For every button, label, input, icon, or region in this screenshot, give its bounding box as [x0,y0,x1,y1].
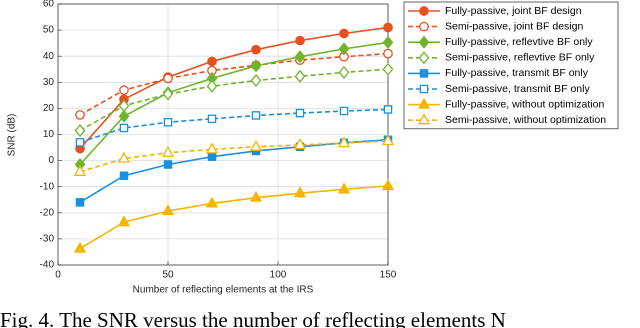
marker [382,35,394,49]
marker [117,151,131,163]
marker [417,97,431,109]
marker [119,123,129,133]
marker [337,182,351,194]
marker [207,114,217,124]
marker [73,241,87,253]
marker [162,87,174,101]
x-tick-label: 150 [380,270,397,281]
legend-box [403,1,619,130]
marker [74,124,86,138]
marker [381,134,395,146]
marker [419,69,429,78]
x-tick-label: 50 [162,270,174,281]
marker [163,73,173,84]
marker [249,139,263,151]
marker [161,145,175,157]
legend-label: Fully-passive, reflevtive BF only [445,36,593,48]
marker [75,138,85,147]
series-line [79,41,389,166]
marker [75,110,85,120]
marker [295,35,305,46]
caption: Fig. 4. The SNR versus the number of ref… [0,308,506,328]
marker [251,44,261,55]
series-line [79,140,389,173]
series-line [79,108,389,144]
marker [163,160,173,169]
y-tick-label: 30 [43,77,55,88]
legend-label: Semi-passive, transmit BF only [445,83,590,95]
marker [119,171,129,180]
marker [118,99,130,113]
y-tick-label: -10 [40,181,55,192]
series-line [79,185,389,250]
legend-label: Fully-passive, without optimization [445,98,604,110]
marker [419,84,429,94]
marker [118,109,130,123]
y-tick-label: -20 [40,207,55,218]
series-line [79,68,389,132]
marker [119,85,129,95]
marker [207,56,217,67]
marker [339,28,349,39]
marker [293,138,307,150]
legend-label: Semi-passive, without optimization [445,114,606,126]
marker [417,113,431,125]
marker [337,136,351,148]
marker [338,42,350,56]
marker [294,69,306,83]
marker [418,51,430,65]
marker [75,198,85,207]
marker [293,186,307,198]
y-tick-label: 10 [43,129,55,140]
marker [205,196,219,208]
series-line [79,26,389,150]
legend: Fully-passive, joint BF design Semi-passi… [403,1,619,130]
marker [117,215,131,227]
y-tick-label: 50 [43,25,55,36]
marker [383,48,393,59]
x-tick-label: 100 [270,270,287,281]
marker [294,50,306,64]
y-tick-label: -30 [40,234,55,245]
marker [381,179,395,191]
marker [383,22,393,33]
legend-label: Semi-passive, joint BF design [445,20,583,32]
legend-label: Semi-passive, reflevtive BF only [445,52,595,64]
marker [382,62,394,76]
marker [161,204,175,216]
marker [418,35,430,49]
marker [207,152,217,161]
marker [163,117,173,127]
marker [205,142,219,154]
marker [339,106,349,116]
y-axis-label: SNR (dB) [7,114,18,157]
y-tick-label: -40 [40,260,55,271]
y-tick-label: 60 [43,0,55,10]
marker [295,108,305,118]
x-axis-label: Number of reflecting elements at the IRS [133,285,314,296]
x-tick-label: 0 [55,270,61,281]
marker [338,65,350,79]
legend-label: Fully-passive, transmit BF only [445,67,589,79]
y-tick-label: 40 [43,51,55,62]
marker [251,111,261,120]
y-tick-label: 0 [48,155,54,166]
y-tick-label: 20 [43,103,55,114]
marker [73,164,87,176]
marker [249,190,263,202]
series-line [79,52,389,116]
marker [419,21,429,32]
marker [383,105,393,114]
marker [206,79,218,93]
marker [250,73,262,87]
marker [419,6,429,16]
legend-label: Fully-passive, joint BF design [445,5,582,17]
marker [250,59,262,73]
